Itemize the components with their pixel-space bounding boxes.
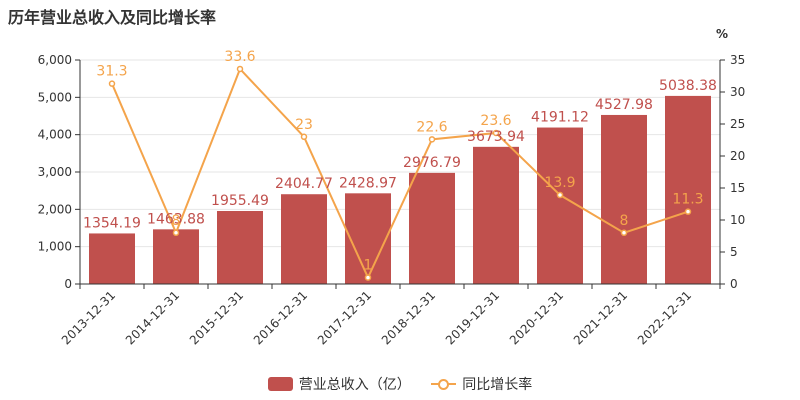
bar-value-label: 1955.49 bbox=[211, 193, 269, 209]
left-tick-label: 6,000 bbox=[38, 53, 72, 67]
growth-point[interactable] bbox=[684, 208, 692, 215]
x-tick-label: 2019-12-31 bbox=[443, 288, 502, 347]
left-tick-label: 3,000 bbox=[38, 165, 72, 179]
right-axis-unit: % bbox=[716, 27, 728, 41]
chart-title: 历年营业总收入及同比增长率 bbox=[8, 8, 217, 27]
growth-point[interactable] bbox=[300, 133, 308, 141]
left-tick-label: 2,000 bbox=[38, 202, 72, 216]
line-series bbox=[108, 65, 692, 281]
bar[interactable] bbox=[345, 193, 391, 284]
legend-label-growth: 同比增长率 bbox=[462, 377, 533, 393]
legend-label-revenue: 营业总收入（亿） bbox=[298, 377, 411, 393]
bar-value-label: 2976.79 bbox=[403, 155, 461, 171]
legend-item-revenue[interactable]: 营业总收入（亿） bbox=[267, 374, 411, 394]
growth-value-label: 11.3 bbox=[672, 192, 703, 208]
legend-item-growth[interactable]: 同比增长率 bbox=[431, 374, 532, 394]
growth-value-label: 8 bbox=[172, 213, 181, 229]
bar[interactable] bbox=[409, 172, 455, 284]
bar[interactable] bbox=[217, 210, 263, 284]
growth-point[interactable] bbox=[172, 229, 180, 237]
left-tick-label: 4,000 bbox=[38, 128, 72, 142]
growth-value-label: 1 bbox=[364, 258, 373, 274]
growth-value-label: 13.9 bbox=[544, 175, 575, 191]
x-tick-label: 2018-12-31 bbox=[379, 288, 438, 347]
growth-value-label: 22.6 bbox=[416, 119, 447, 135]
growth-value-label: 23.6 bbox=[480, 113, 511, 129]
bar-value-label: 4191.12 bbox=[531, 110, 589, 126]
x-tick-label: 2014-12-31 bbox=[123, 288, 182, 347]
right-tick-label: 5 bbox=[730, 245, 738, 259]
growth-point[interactable] bbox=[556, 191, 564, 199]
right-tick-label: 25 bbox=[730, 117, 745, 131]
growth-point[interactable] bbox=[236, 65, 244, 73]
bar[interactable] bbox=[665, 95, 711, 284]
left-tick-label: 0 bbox=[64, 277, 72, 291]
bar-labels: 1354.19 1463.88 1955.49 2404.77 2428.97 2976.… bbox=[83, 78, 717, 232]
bar-value-label: 2404.77 bbox=[275, 176, 333, 192]
x-axis: 2013-12-31 2014-12-31 2015-12-31 2016-12-31… bbox=[59, 283, 721, 347]
bar[interactable] bbox=[153, 229, 199, 284]
growth-point[interactable] bbox=[428, 136, 436, 143]
growth-point[interactable] bbox=[364, 274, 372, 281]
growth-value-label: 8 bbox=[620, 213, 629, 229]
x-tick-label: 2015-12-31 bbox=[187, 288, 246, 347]
right-axis: 0 5 10 15 20 25 30 35% bbox=[716, 27, 745, 291]
bar[interactable] bbox=[473, 146, 519, 284]
x-tick-label: 2022-12-31 bbox=[635, 288, 694, 347]
bar[interactable] bbox=[601, 114, 647, 284]
legend-bar-swatch bbox=[267, 377, 293, 391]
right-tick-label: 20 bbox=[730, 149, 745, 163]
growth-value-label: 23 bbox=[295, 117, 313, 133]
growth-value-label: 33.6 bbox=[224, 49, 255, 65]
left-axis: 0 1,000 2,000 3,000 4,000 5,000 6,000 bbox=[38, 53, 81, 291]
x-tick-label: 2016-12-31 bbox=[251, 288, 310, 347]
bar-value-label: 2428.97 bbox=[339, 175, 397, 191]
bar[interactable] bbox=[537, 127, 583, 284]
bar-value-label: 4527.98 bbox=[595, 97, 653, 113]
growth-point[interactable] bbox=[620, 229, 628, 237]
left-tick-label: 1,000 bbox=[38, 240, 72, 254]
right-tick-label: 10 bbox=[730, 213, 745, 227]
growth-point[interactable] bbox=[492, 129, 500, 137]
bar-value-label: 1354.19 bbox=[83, 215, 141, 231]
x-tick-label: 2013-12-31 bbox=[59, 288, 118, 347]
x-tick-label: 2020-12-31 bbox=[507, 288, 566, 347]
growth-point[interactable] bbox=[108, 80, 116, 87]
bar-value-label: 5038.38 bbox=[659, 78, 717, 94]
legend-line-swatch bbox=[431, 377, 457, 391]
line-labels: 31.3 8 33.6 23 1 22.6 23.6 13.9 8 11.3 bbox=[96, 49, 703, 274]
growth-value-label: 31.3 bbox=[96, 64, 127, 80]
right-tick-label: 30 bbox=[730, 85, 745, 99]
bar-series bbox=[89, 95, 711, 284]
right-tick-label: 35 bbox=[730, 53, 745, 67]
x-tick-label: 2021-12-31 bbox=[571, 288, 630, 347]
left-tick-label: 5,000 bbox=[38, 90, 72, 104]
growth-line bbox=[111, 67, 689, 280]
legend: 营业总收入（亿） 同比增长率 bbox=[0, 374, 800, 395]
bar[interactable] bbox=[281, 194, 327, 284]
bar-value-label: 1463.88 bbox=[147, 211, 205, 227]
right-tick-label: 0 bbox=[730, 277, 738, 291]
right-tick-label: 15 bbox=[730, 181, 745, 195]
bar-value-label: 3673.94 bbox=[467, 129, 525, 145]
bar[interactable] bbox=[89, 233, 135, 284]
x-tick-label: 2017-12-31 bbox=[315, 288, 374, 347]
